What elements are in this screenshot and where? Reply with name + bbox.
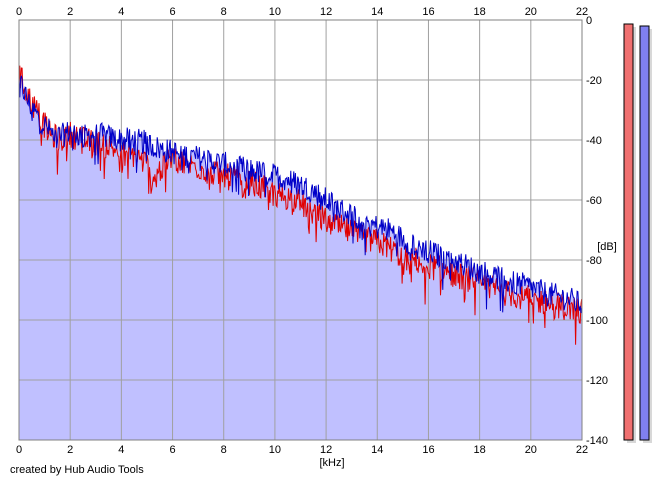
x-tick-label-top: 4 (118, 6, 124, 18)
x-tick-label-bottom: 20 (525, 444, 537, 456)
x-tick-label-bottom: 4 (118, 444, 124, 456)
x-tick-label-bottom: 12 (320, 444, 332, 456)
series-line-blue (18, 75, 583, 314)
plot-frame (18, 19, 583, 441)
x-tick-label-top: 20 (525, 6, 537, 18)
level-meters (623, 23, 652, 443)
y-tick-label: 0 (586, 15, 592, 27)
x-tick-label-top: 12 (320, 6, 332, 18)
y-tick-label: -140 (586, 435, 608, 447)
x-tick-label-top: 14 (371, 6, 383, 18)
y-tick-label: -80 (586, 255, 602, 267)
x-tick-label-top: 10 (269, 6, 281, 18)
x-tick-label-bottom: 10 (269, 444, 281, 456)
x-tick-label-top: 18 (474, 6, 486, 18)
y-axis-unit-label: [dB] (597, 241, 617, 253)
y-tick-label: -100 (586, 315, 608, 327)
x-tick-label-bottom: 8 (221, 444, 227, 456)
x-tick-label-top: 0 (16, 6, 22, 18)
x-tick-label-bottom: 0 (16, 444, 22, 456)
series-layer (18, 65, 583, 345)
x-tick-label-bottom: 22 (576, 444, 588, 456)
x-tick-label-top: 6 (169, 6, 175, 18)
credit-text: created by Hub Audio Tools (10, 464, 144, 476)
plot-frame-layer (18, 19, 583, 441)
y-tick-label: -120 (586, 375, 608, 387)
x-tick-label-bottom: 16 (422, 444, 434, 456)
y-tick-label: -60 (586, 195, 602, 207)
x-tick-label-bottom: 2 (67, 444, 73, 456)
x-tick-label-bottom: 18 (474, 444, 486, 456)
x-tick-label-bottom: 14 (371, 444, 383, 456)
x-tick-label-top: 8 (221, 6, 227, 18)
level-meter-blue (639, 25, 650, 441)
level-meter-red (623, 23, 634, 441)
x-tick-label-top: 16 (422, 6, 434, 18)
y-tick-label: -40 (586, 135, 602, 147)
x-tick-label-top: 2 (67, 6, 73, 18)
x-tick-label-bottom: 6 (169, 444, 175, 456)
series-line-red (18, 65, 583, 345)
tick-label-layer: 002244668810101212141416161818202022220-… (16, 6, 608, 456)
x-axis-unit-label: [kHz] (319, 457, 344, 469)
y-tick-label: -20 (586, 75, 602, 87)
x-tick-label-top: 22 (576, 6, 588, 18)
